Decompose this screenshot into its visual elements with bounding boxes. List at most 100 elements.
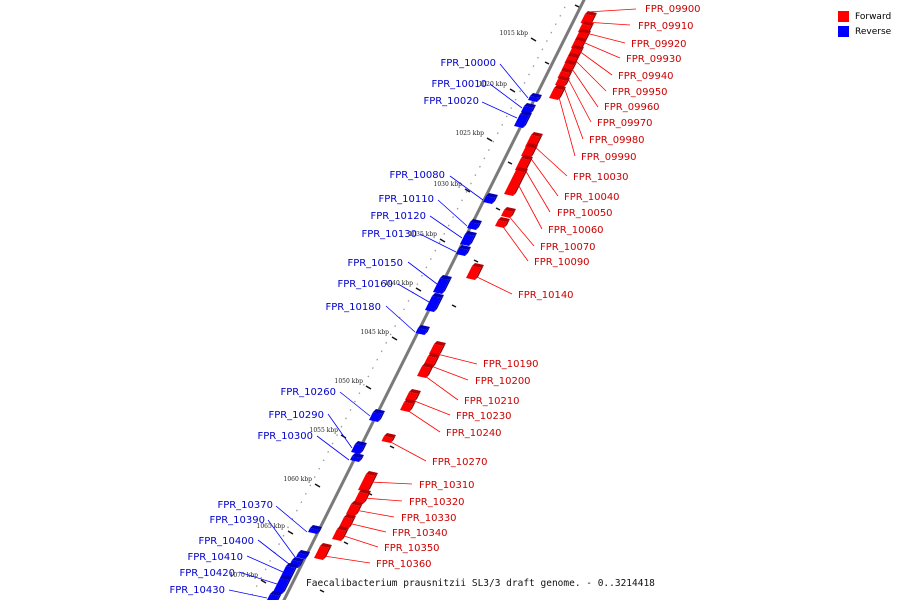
axis-tick xyxy=(451,304,457,308)
reverse-gene-FPR_10120-top xyxy=(465,231,477,236)
forward-gene-FPR_10340-side xyxy=(348,516,356,529)
forward-leader-line xyxy=(570,55,607,92)
forward-gene-FPR_10210-side xyxy=(426,365,434,378)
forward-gene-FPR_10140-top xyxy=(472,263,484,268)
reverse-gene-FPR_10150-top xyxy=(440,275,452,280)
reverse-leader-line xyxy=(429,215,463,239)
axis-tick xyxy=(507,161,513,165)
reverse-gene-FPR_10430-top xyxy=(270,591,282,596)
reverse-gene-FPR_10080 xyxy=(483,196,495,204)
forward-leader-line xyxy=(577,39,621,59)
reverse-leader-line xyxy=(489,83,523,109)
scale-tick xyxy=(439,238,446,243)
forward-gene-label: FPR_09950 xyxy=(612,87,668,98)
legend-item-reverse: Reverse xyxy=(838,24,891,39)
reverse-leader-line xyxy=(437,199,468,227)
reverse-gene-label: FPR_10410 xyxy=(187,552,243,563)
legend-item-forward: Forward xyxy=(838,9,891,24)
legend: Forward Reverse xyxy=(838,9,891,39)
forward-gene-label: FPR_09920 xyxy=(631,39,687,50)
reverse-gene-label: FPR_10260 xyxy=(280,387,336,398)
forward-leader-line xyxy=(574,47,613,76)
forward-gene-label: FPR_09930 xyxy=(626,54,682,65)
reverse-gene-label: FPR_10150 xyxy=(347,258,403,269)
reverse-gene-FPR_10160 xyxy=(425,296,441,312)
scale-mark-label: 1020 kbp xyxy=(479,81,508,88)
forward-gene-label: FPR_09970 xyxy=(597,118,653,129)
reverse-gene-label: FPR_10110 xyxy=(378,194,434,205)
scale-mark-label: 1060 kbp xyxy=(284,476,313,483)
reverse-gene-FPR_10020-top xyxy=(520,111,532,116)
reverse-leader-line xyxy=(275,505,308,533)
reverse-gene-FPR_10000-top xyxy=(530,93,542,98)
reverse-gene-FPR_10260-top xyxy=(373,409,385,414)
forward-gene-FPR_10230-top xyxy=(409,389,421,394)
forward-gene-FPR_10200-top xyxy=(428,353,440,358)
reverse-gene-label: FPR_10160 xyxy=(337,279,393,290)
scale-tick xyxy=(509,88,516,93)
reverse-leader-line xyxy=(481,101,518,119)
forward-leader-line xyxy=(436,353,478,365)
forward-gene-FPR_10070-side xyxy=(510,209,516,218)
forward-gene-FPR_09980-side xyxy=(564,78,570,87)
reverse-gene-FPR_10430-side xyxy=(277,593,282,600)
forward-gene-label: FPR_10330 xyxy=(401,513,457,524)
reverse-gene-FPR_10120-side xyxy=(469,233,477,246)
forward-leader-line xyxy=(362,497,403,502)
reverse-gene-FPR_10160-side xyxy=(434,295,444,312)
forward-gene-FPR_10320-top xyxy=(359,489,371,494)
forward-gene-FPR_10270-top xyxy=(384,433,396,438)
forward-gene-FPR_10270-side xyxy=(390,435,396,443)
forward-gene-FPR_10090-side xyxy=(504,219,510,228)
reverse-leader-line xyxy=(339,391,371,417)
reverse-gene-FPR_10390-top xyxy=(298,550,310,555)
scale-tick xyxy=(464,188,471,193)
scale-tick xyxy=(391,336,398,341)
reverse-leader-line xyxy=(246,555,284,573)
forward-gene-label: FPR_10090 xyxy=(534,257,590,268)
forward-gene-FPR_10350 xyxy=(332,529,346,541)
forward-leader-line xyxy=(523,167,551,213)
reverse-gene-FPR_10430 xyxy=(267,594,279,600)
forward-gene-FPR_09940-top xyxy=(572,45,584,50)
forward-gene-label: FPR_10060 xyxy=(548,225,604,236)
reverse-gene-FPR_10130 xyxy=(456,248,468,256)
forward-gene-FPR_09980 xyxy=(555,79,567,87)
reverse-gene-FPR_10110-side xyxy=(476,221,482,230)
forward-gene-FPR_10330-side xyxy=(355,503,363,516)
genome-caption: Faecalibacterium prausnitzii SL3/3 draft… xyxy=(306,578,655,589)
forward-leader-line xyxy=(474,275,513,295)
forward-leader-line xyxy=(556,89,576,157)
legend-reverse-label: Reverse xyxy=(855,26,892,37)
forward-leader-line xyxy=(584,21,631,26)
reverse-gene-label: FPR_10180 xyxy=(325,302,381,313)
reverse-gene-FPR_10130-side xyxy=(465,247,471,256)
forward-gene-FPR_09990 xyxy=(549,88,563,100)
scale-tick xyxy=(530,37,537,42)
forward-gene-FPR_10240-top xyxy=(404,399,416,404)
reverse-gene-FPR_10420-side xyxy=(282,577,292,594)
reverse-leader-line xyxy=(407,261,438,285)
forward-leader-line xyxy=(323,555,371,564)
forward-gene-FPR_09960-top xyxy=(565,60,577,65)
reverse-gene-label: FPR_10420 xyxy=(179,568,235,579)
forward-leader-line xyxy=(424,375,459,401)
scale-mark-label: 1070 kbp xyxy=(230,572,259,579)
reverse-gene-FPR_10400-top xyxy=(292,557,304,562)
reverse-gene-FPR_10010-top xyxy=(524,103,536,108)
scale-mark-label: 1065 kbp xyxy=(257,523,286,530)
reverse-leader-line xyxy=(499,63,529,99)
reverse-gene-FPR_10180-side xyxy=(424,327,430,335)
forward-gene-FPR_10200-side xyxy=(432,355,440,368)
scale-tick xyxy=(365,385,372,390)
forward-gene-FPR_10330 xyxy=(346,504,360,516)
forward-leader-line xyxy=(354,509,395,518)
scale-mark-label: 1040 kbp xyxy=(385,280,414,287)
scale-tick xyxy=(415,287,422,292)
forward-gene-label: FPR_09910 xyxy=(638,21,694,32)
reverse-gene-label: FPR_10080 xyxy=(389,170,445,181)
axis-tick xyxy=(319,589,325,593)
reverse-gene-FPR_10420-top xyxy=(280,575,292,580)
forward-leader-line xyxy=(369,481,413,485)
reverse-gene-FPR_10150 xyxy=(433,278,449,294)
